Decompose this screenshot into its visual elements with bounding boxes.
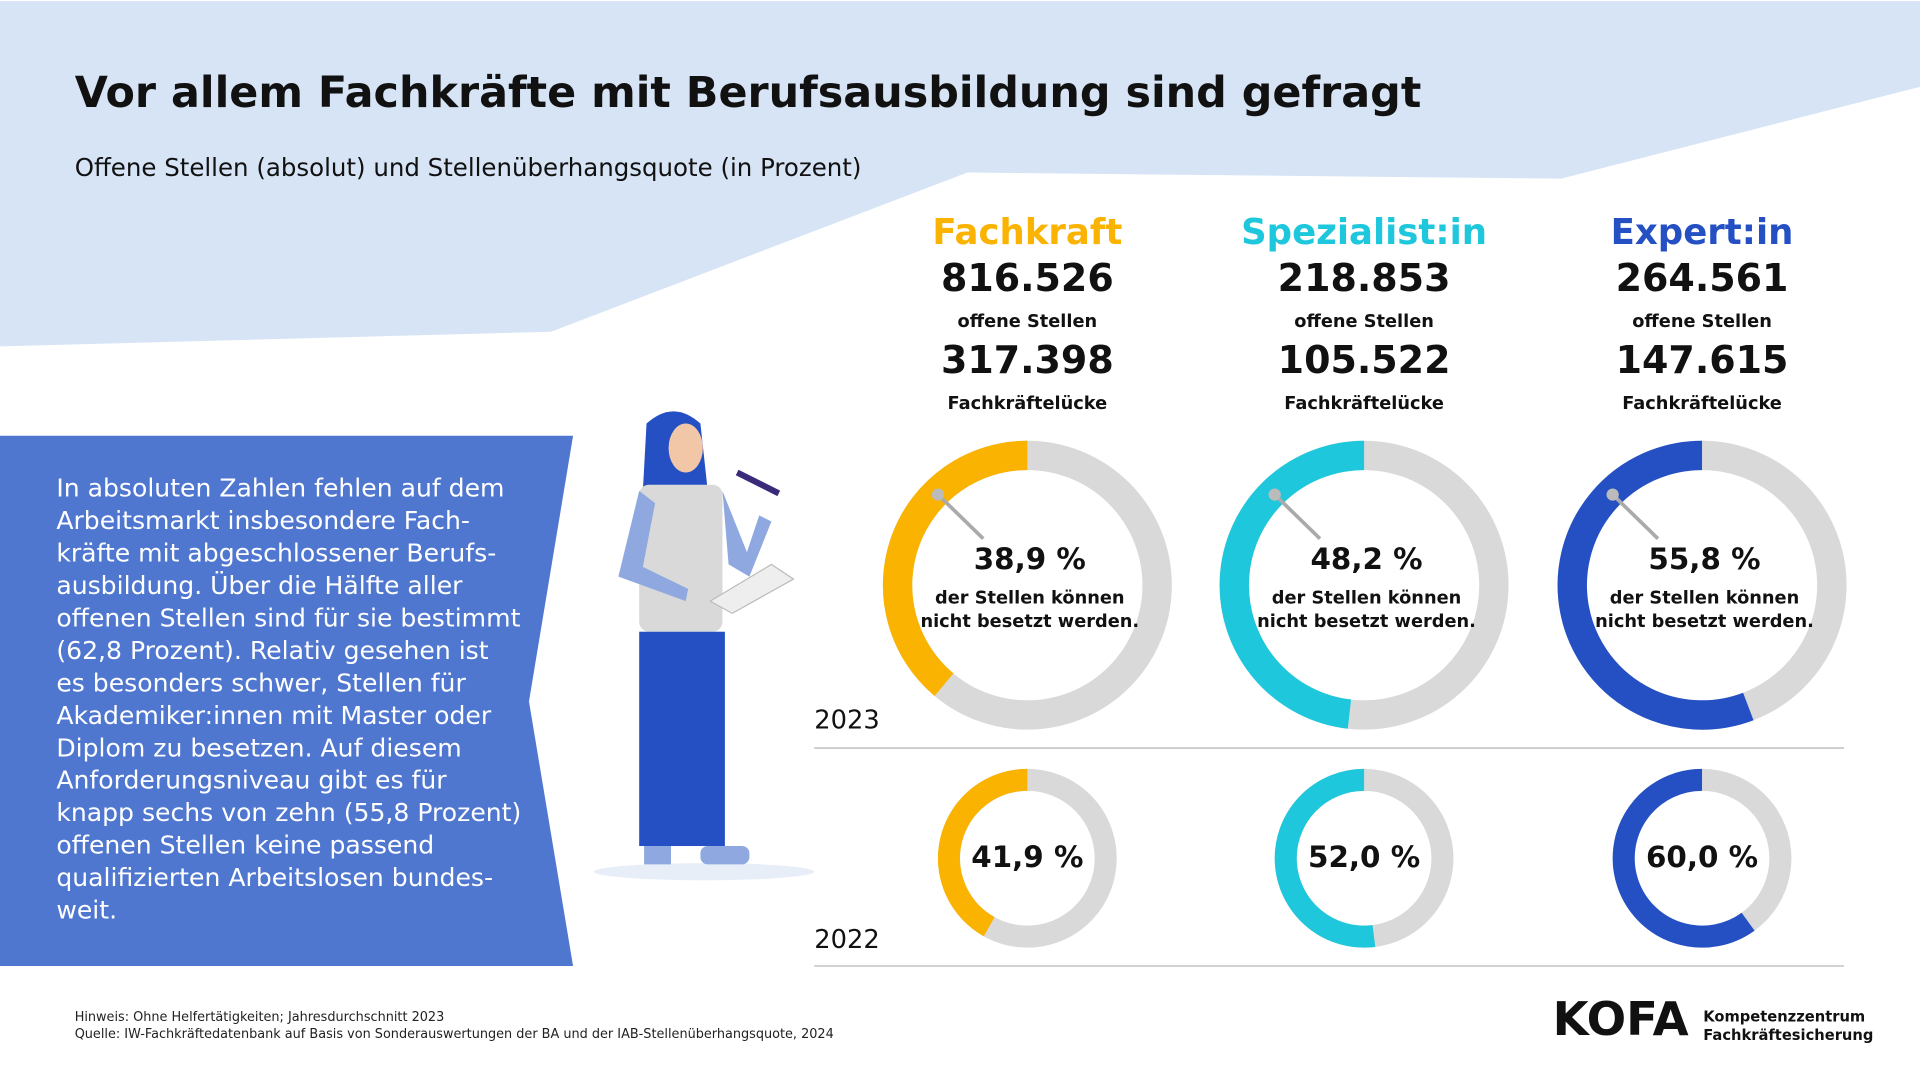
note: Hinweis: Ohne Helfertätigkeiten; Jahresd… xyxy=(75,1010,445,1025)
logo: KOFA xyxy=(1553,992,1689,1046)
title: Vor allem Fachkräfte mit Berufsausbildun… xyxy=(75,68,1422,118)
gap-label: Fachkräftelücke xyxy=(1622,394,1782,414)
paragraph-line: (62,8 Prozent). Relativ gesehen ist xyxy=(56,636,488,665)
value-label: 41,9 % xyxy=(971,840,1083,874)
caption: nicht besetzt werden. xyxy=(1595,612,1814,632)
group-name: Fachkraft xyxy=(932,212,1122,253)
paragraph-line: kräfte mit abgeschlossener Berufs- xyxy=(56,539,496,568)
subtitle: Offene Stellen (absolut) und Stellenüber… xyxy=(75,153,862,182)
gap-label: Fachkräftelücke xyxy=(1284,394,1444,414)
paragraph-line: ausbildung. Über die Hälfte aller xyxy=(56,571,463,600)
donut-segment xyxy=(1612,768,1755,948)
needle xyxy=(1611,493,1660,540)
paragraph-line: offenen Stellen sind für sie bestimmt xyxy=(56,603,520,632)
donut-segment xyxy=(1219,440,1365,729)
value-label: 48,2 % xyxy=(1310,542,1422,576)
gap-number: 147.615 xyxy=(1616,338,1789,382)
group-name: Expert:in xyxy=(1611,212,1794,253)
year-label: 2023 xyxy=(814,706,879,736)
needle-head xyxy=(1268,488,1281,501)
paragraph-line: Arbeitsmarkt insbesondere Fach- xyxy=(56,506,470,535)
open-label: offene Stellen xyxy=(1632,312,1772,332)
value-label: 60,0 % xyxy=(1646,840,1758,874)
value-label: 52,0 % xyxy=(1308,840,1420,874)
donut-segment xyxy=(882,440,1028,696)
paragraph-line: Diplom zu besetzen. Auf diesem xyxy=(56,733,461,762)
paragraph-line: offenen Stellen keine passend xyxy=(56,831,434,860)
open-positions: 264.561 xyxy=(1616,256,1789,300)
year-label: 2022 xyxy=(814,925,879,955)
gap-number: 105.522 xyxy=(1278,338,1451,382)
logo-text: Kompetenzzentrum xyxy=(1703,1008,1865,1025)
paragraph-line: Anforderungsniveau gibt es für xyxy=(56,766,447,795)
paragraph-line: In absoluten Zahlen fehlen auf dem xyxy=(56,474,504,503)
gap-label: Fachkräftelücke xyxy=(948,394,1108,414)
open-positions: 816.526 xyxy=(941,256,1114,300)
donut-segment xyxy=(1557,440,1754,730)
logo-text: Fachkräftesicherung xyxy=(1703,1027,1873,1044)
caption: nicht besetzt werden. xyxy=(920,612,1139,632)
donut-segment xyxy=(937,768,1028,937)
open-label: offene Stellen xyxy=(1294,312,1434,332)
caption: der Stellen können xyxy=(1610,589,1799,609)
text-box xyxy=(0,435,574,967)
paragraph-line: Akademiker:innen mit Master oder xyxy=(56,701,492,730)
value-label: 38,9 % xyxy=(974,542,1086,576)
gap-number: 317.398 xyxy=(941,338,1114,382)
needle-head xyxy=(931,488,945,501)
note: Quelle: IW-Fachkräftedatenbank auf Basis… xyxy=(75,1027,834,1042)
paragraph-line: knapp sechs von zehn (55,8 Prozent) xyxy=(56,798,521,827)
needle xyxy=(936,493,985,540)
paragraph-line: qualifizierten Arbeitslosen bundes- xyxy=(56,863,493,892)
needle xyxy=(1273,493,1322,540)
needle-head xyxy=(1606,488,1619,501)
header-background xyxy=(0,1,1920,347)
paragraph-line: es besonders schwer, Stellen für xyxy=(56,668,466,697)
open-label: offene Stellen xyxy=(958,312,1098,332)
caption: nicht besetzt werden. xyxy=(1257,612,1476,632)
group-name: Spezialist:in xyxy=(1241,212,1487,253)
donut-segment xyxy=(1274,768,1376,948)
illustration xyxy=(593,411,815,881)
caption: der Stellen können xyxy=(935,589,1124,609)
value-label: 55,8 % xyxy=(1648,542,1760,576)
open-positions: 218.853 xyxy=(1278,256,1451,300)
paragraph-line: weit. xyxy=(56,896,117,925)
caption: der Stellen können xyxy=(1272,589,1461,609)
